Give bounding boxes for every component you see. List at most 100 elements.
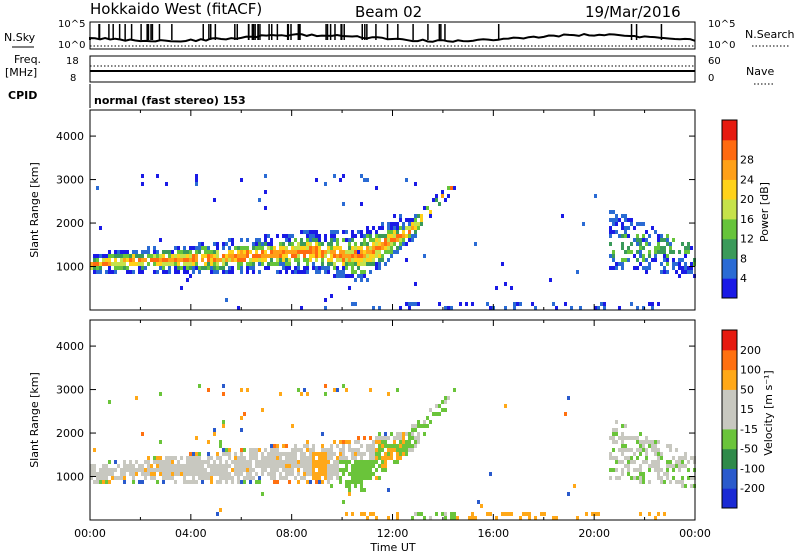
range-cell xyxy=(168,250,171,254)
range-cell xyxy=(228,472,231,476)
range-cell xyxy=(621,468,624,472)
range-cell xyxy=(354,246,357,250)
range-cell xyxy=(165,456,168,460)
range-cell xyxy=(666,258,669,262)
range-cell xyxy=(306,270,309,274)
range-cell xyxy=(237,456,240,460)
range-cell xyxy=(657,476,660,480)
range-cell xyxy=(339,258,342,262)
range-cell xyxy=(210,468,213,472)
beam-title: Beam 02 xyxy=(355,3,422,21)
range-cell xyxy=(411,424,414,428)
colorbar-swatch xyxy=(722,179,737,200)
range-cell xyxy=(258,254,261,258)
range-cell xyxy=(633,460,636,464)
range-cell xyxy=(117,250,120,254)
range-cell xyxy=(369,250,372,254)
range-cell xyxy=(363,468,366,472)
range-cell xyxy=(336,266,339,270)
range-cell xyxy=(654,246,657,250)
range-cell xyxy=(171,258,174,262)
range-cell xyxy=(666,444,669,448)
range-cell xyxy=(654,230,657,234)
range-cell xyxy=(678,274,681,278)
range-cell xyxy=(504,404,507,408)
range-cell xyxy=(342,274,345,278)
range-cell xyxy=(609,452,612,456)
range-cell xyxy=(423,516,426,520)
range-cell xyxy=(387,448,390,452)
range-cell xyxy=(321,266,324,270)
range-cell xyxy=(156,464,159,468)
range-cell xyxy=(360,274,363,278)
freq-unit: [MHz] xyxy=(5,66,37,79)
range-cell xyxy=(99,476,102,480)
range-cell xyxy=(378,448,381,452)
range-cell xyxy=(348,460,351,464)
range-cell xyxy=(303,246,306,250)
range-cell xyxy=(627,246,630,250)
range-cell xyxy=(495,516,498,520)
range-cell xyxy=(654,258,657,262)
range-cell xyxy=(303,464,306,468)
range-cell xyxy=(627,460,630,464)
range-cell xyxy=(90,476,93,480)
range-cell xyxy=(633,266,636,270)
range-cell xyxy=(291,270,294,274)
range-cell xyxy=(291,464,294,468)
range-cell xyxy=(213,250,216,254)
range-cell xyxy=(258,464,261,468)
range-cell xyxy=(321,242,324,246)
date-title: 19/Mar/2016 xyxy=(585,3,681,21)
range-cell xyxy=(438,302,441,306)
range-cell xyxy=(573,484,576,488)
range-cell xyxy=(306,472,309,476)
range-cell xyxy=(660,480,663,484)
range-cell xyxy=(630,456,633,460)
range-cell xyxy=(684,254,687,258)
range-cell xyxy=(213,258,216,262)
range-cell xyxy=(654,444,657,448)
range-cell xyxy=(132,270,135,274)
range-cell xyxy=(141,464,144,468)
range-cell xyxy=(378,246,381,250)
range-cell xyxy=(585,512,588,516)
range-cell xyxy=(237,472,240,476)
range-cell xyxy=(273,250,276,254)
range-cell xyxy=(411,238,414,242)
range-cell xyxy=(393,436,396,440)
range-cell xyxy=(321,452,324,456)
range-cell xyxy=(363,436,366,440)
range-cell xyxy=(357,258,360,262)
range-cell xyxy=(474,516,477,520)
range-cell xyxy=(318,472,321,476)
range-cell xyxy=(324,472,327,476)
range-cell xyxy=(240,472,243,476)
range-cell xyxy=(366,460,369,464)
range-cell xyxy=(396,516,399,520)
range-cell xyxy=(186,468,189,472)
range-cell xyxy=(204,262,207,266)
range-cell xyxy=(624,218,627,222)
range-cell xyxy=(648,250,651,254)
range-cell xyxy=(324,270,327,274)
range-cell xyxy=(504,282,507,286)
range-cell xyxy=(207,464,210,468)
range-cell xyxy=(423,254,426,258)
range-cell xyxy=(363,512,366,516)
range-cell xyxy=(372,258,375,262)
range-cell xyxy=(90,266,93,270)
range-cell xyxy=(180,266,183,270)
range-cell xyxy=(690,484,693,488)
range-cell xyxy=(396,448,399,452)
range-cell xyxy=(690,476,693,480)
range-cell xyxy=(279,242,282,246)
range-cell xyxy=(369,238,372,242)
range-cell xyxy=(630,242,633,246)
range-cell xyxy=(621,432,624,436)
range-cell xyxy=(345,512,348,516)
range-cell xyxy=(246,254,249,258)
range-cell xyxy=(219,266,222,270)
range-cell xyxy=(330,444,333,448)
